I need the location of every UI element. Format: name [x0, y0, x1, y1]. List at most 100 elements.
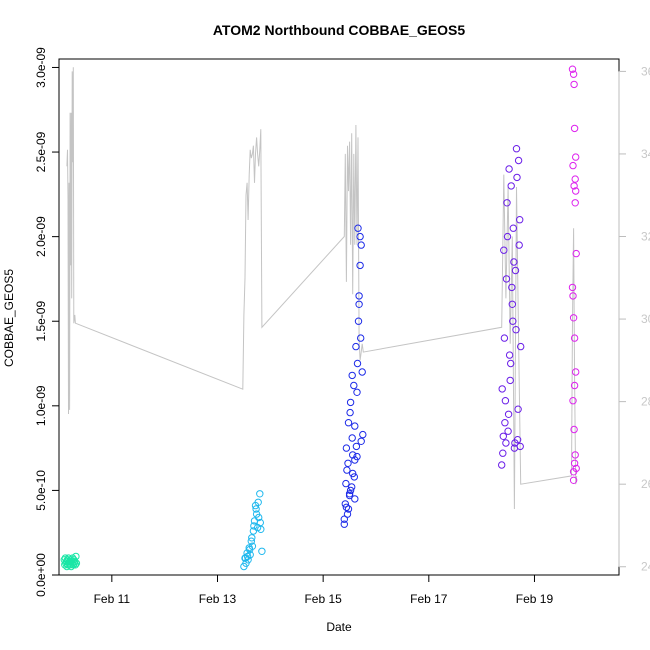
y-tick-label: 1.5e-09 [34, 301, 48, 342]
plot-frame [58, 58, 620, 576]
data-point [502, 439, 510, 447]
data-point [358, 368, 366, 376]
data-point [243, 552, 252, 561]
y2-tick-label: 360 [641, 64, 650, 78]
data-point [572, 249, 580, 258]
series-1 [240, 490, 266, 571]
x-tick-label: Feb 17 [410, 592, 448, 606]
background-track-layer [66, 67, 578, 510]
data-point [248, 534, 256, 542]
data-point [505, 351, 514, 359]
data-point [510, 258, 518, 266]
data-point [247, 537, 256, 545]
data-point [569, 476, 578, 484]
data-point [344, 459, 352, 467]
data-point [353, 388, 361, 396]
data-point [570, 459, 579, 467]
data-point [498, 461, 506, 469]
x-tick-label: Feb 11 [94, 592, 131, 606]
data-point [254, 498, 262, 506]
data-point [572, 187, 580, 195]
x-tick-label: Feb 19 [516, 592, 554, 606]
data-point [570, 334, 579, 342]
data-point [342, 503, 351, 511]
data-point [351, 456, 359, 464]
data-point [571, 199, 579, 207]
data-point [572, 153, 580, 161]
data-point [353, 359, 362, 368]
data-point [256, 490, 264, 498]
y2-tick-label: 300 [641, 312, 650, 326]
data-point [351, 422, 359, 430]
data-point [571, 175, 579, 183]
data-point [351, 495, 359, 503]
data-point [71, 557, 79, 566]
data-point [570, 80, 578, 89]
data-point [508, 300, 516, 308]
y-tick-label: 3.0e-09 [34, 47, 48, 88]
x-axis: Feb 11 Feb 13 Feb 15 Feb 17 Feb 19 [94, 574, 554, 606]
data-point [343, 466, 351, 474]
data-point [250, 522, 258, 530]
data-point [569, 397, 577, 405]
background-track-line [66, 67, 578, 510]
data-point [252, 505, 260, 513]
data-point [256, 518, 264, 527]
data-point [359, 430, 367, 439]
data-point [255, 513, 263, 522]
data-point [509, 317, 517, 325]
data-point [352, 342, 360, 351]
data-point [501, 419, 509, 427]
data-point [341, 500, 349, 508]
x-tick-label: Feb 13 [199, 592, 237, 606]
series-0 [60, 552, 81, 571]
data-point [514, 405, 522, 413]
data-point [515, 241, 523, 249]
chart-title: ATOM2 Northbound COBBAE_GEOS5 [213, 22, 465, 38]
data-point [241, 554, 250, 562]
data-point [517, 342, 525, 351]
data-points-layer [60, 65, 580, 571]
data-point [348, 371, 356, 380]
data-point [568, 283, 577, 292]
data-point [348, 434, 356, 442]
data-point [502, 275, 511, 283]
data-point [511, 439, 519, 447]
data-point [354, 317, 363, 325]
data-point [348, 483, 356, 491]
data-point [349, 451, 357, 459]
data-point [503, 199, 511, 207]
data-point [499, 449, 507, 457]
data-point [350, 473, 358, 481]
y-axis-label: COBBAE_GEOS5 [2, 269, 16, 367]
data-point [357, 241, 365, 249]
data-point [568, 65, 577, 73]
data-point [345, 491, 354, 500]
data-point [504, 410, 513, 418]
data-point [357, 334, 365, 342]
data-point [514, 156, 523, 165]
data-point [570, 124, 579, 133]
data-point [570, 425, 578, 434]
data-point [72, 559, 81, 567]
data-point [354, 224, 362, 232]
data-point [569, 292, 577, 300]
data-point [571, 451, 579, 459]
data-point [349, 469, 357, 478]
data-point [512, 326, 520, 334]
data-point [355, 292, 363, 300]
data-point [572, 368, 580, 376]
y-axis-left: 0.0e+00 5.0e-10 1.0e-09 1.5e-09 2.0e-09 2.5e-… [34, 47, 59, 597]
data-point [500, 246, 508, 254]
data-point [498, 385, 506, 393]
data-point [344, 419, 353, 427]
y-axis-right: 240 260 280 300 320 340 360 [618, 64, 650, 574]
data-point [352, 442, 361, 451]
y-tick-label: 1.0e-09 [34, 385, 48, 426]
y2-tick-label: 320 [641, 230, 650, 244]
data-point [342, 444, 351, 452]
data-point [569, 70, 578, 78]
data-point [569, 468, 578, 476]
data-point [343, 510, 352, 518]
data-point [356, 261, 364, 270]
